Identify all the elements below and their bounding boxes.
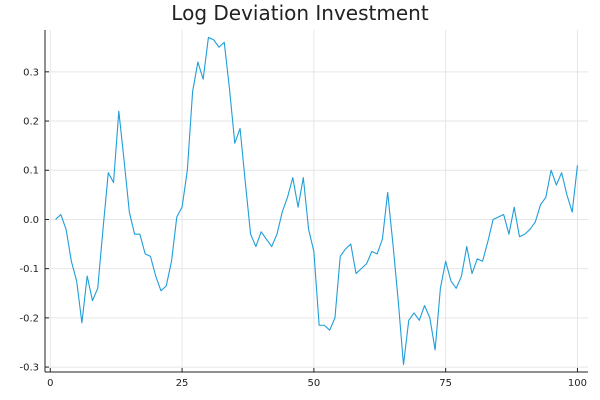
y-tick-label: -0.1 (19, 264, 39, 275)
y-tick-label: -0.3 (19, 363, 39, 374)
x-tick-label: 0 (47, 378, 53, 389)
series-line (55, 36, 579, 366)
x-tick-label: 25 (176, 378, 189, 389)
x-tick-label: 75 (439, 378, 452, 389)
chart-title: Log Deviation Investment (171, 1, 429, 25)
y-tick-label: -0.2 (19, 313, 39, 324)
tick-labels: 0 25 50 75 100 -0.3 -0.2 -0.1 0.0 0.1 0.2 0.3 (19, 67, 587, 389)
x-tick-label: 50 (307, 378, 320, 389)
y-tick-label: 0.3 (23, 67, 39, 78)
y-tick-label: 0.1 (23, 166, 39, 177)
y-tick-label: 0.2 (23, 117, 39, 128)
y-tick-label: 0.0 (23, 215, 39, 226)
grid (45, 30, 588, 372)
x-tick-label: 100 (568, 378, 587, 389)
axes (44, 30, 588, 373)
series-layer (55, 36, 579, 366)
